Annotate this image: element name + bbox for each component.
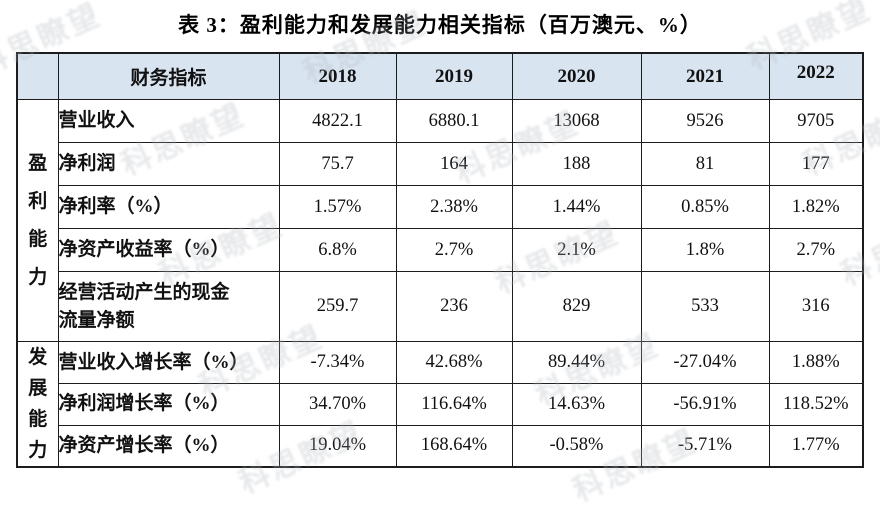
value-cell: 4822.1 bbox=[278, 99, 397, 143]
row-label: 营业收入 bbox=[57, 99, 280, 143]
value-cell: 1.57% bbox=[278, 185, 397, 229]
financial-indicators-table: 财务指标 2018 2019 2020 2021 2022 盈利能力 营业收入 … bbox=[16, 52, 864, 468]
value-cell: 188 bbox=[511, 142, 642, 186]
group-label-profitability: 盈利能力 bbox=[16, 99, 59, 342]
header-year-2022: 2022 bbox=[768, 52, 864, 100]
value-cell: 14.63% bbox=[511, 382, 642, 426]
table-row: 净利润增长率（%） 34.70% 116.64% 14.63% -56.91% … bbox=[17, 382, 864, 426]
row-label: 净资产收益率（%） bbox=[57, 228, 280, 272]
value-cell: 9526 bbox=[640, 99, 770, 143]
table-row: 发展能力 营业收入增长率（%） -7.34% 42.68% 89.44% -27… bbox=[16, 341, 864, 468]
header-empty-cell bbox=[16, 52, 59, 100]
value-cell: 13068 bbox=[511, 99, 642, 143]
row-label: 净利润增长率（%） bbox=[57, 382, 280, 426]
table-row: 净资产收益率（%） 6.8% 2.7% 2.1% 1.8% 2.7% bbox=[17, 228, 864, 272]
row-label: 净利率（%） bbox=[57, 185, 280, 229]
row-label: 净资产增长率（%） bbox=[57, 424, 280, 468]
value-cell: 6880.1 bbox=[395, 99, 513, 143]
value-cell: 164 bbox=[395, 142, 513, 186]
value-cell: 1.44% bbox=[511, 185, 642, 229]
table-title: 表 3：盈利能力和发展能力相关指标（百万澳元、%） bbox=[178, 13, 702, 37]
group-label-profitability-text: 盈利能力 bbox=[28, 152, 48, 288]
group-label-development: 发展能力 bbox=[16, 341, 59, 468]
value-cell: 2.7% bbox=[395, 228, 513, 272]
header-year-2020: 2020 bbox=[511, 52, 642, 100]
value-cell: 2.1% bbox=[511, 228, 642, 272]
value-cell: 6.8% bbox=[278, 228, 397, 272]
value-cell: 259.7 bbox=[278, 271, 397, 342]
header-year-2021: 2021 bbox=[640, 52, 770, 100]
value-cell: 1.8% bbox=[640, 228, 770, 272]
row-label: 经营活动产生的现金 流量净额 bbox=[57, 271, 280, 342]
value-cell: 1.82% bbox=[768, 185, 864, 229]
value-cell: 34.70% bbox=[278, 382, 397, 426]
header-row: 财务指标 2018 2019 2020 2021 2022 bbox=[16, 52, 864, 100]
value-cell: 116.64% bbox=[395, 382, 513, 426]
table-row: 盈利能力 营业收入 4822.1 6880.1 13068 9526 9705 bbox=[16, 99, 864, 342]
value-cell: 118.52% bbox=[768, 382, 864, 426]
value-cell: 1.77% bbox=[768, 424, 864, 468]
group-label-development-text: 发展能力 bbox=[28, 347, 48, 461]
table-row: 净资产增长率（%） 19.04% 168.64% -0.58% -5.71% 1… bbox=[17, 424, 864, 468]
row-label: 净利润 bbox=[57, 142, 280, 186]
header-year-2018: 2018 bbox=[278, 52, 397, 100]
value-cell: 1.88% bbox=[768, 341, 864, 384]
value-cell: 177 bbox=[768, 142, 864, 186]
value-cell: 81 bbox=[640, 142, 770, 186]
value-cell: 236 bbox=[395, 271, 513, 342]
value-cell: 2.7% bbox=[768, 228, 864, 272]
value-cell: 2.38% bbox=[395, 185, 513, 229]
header-year-2022-label: 2022 bbox=[796, 61, 835, 83]
value-cell: 0.85% bbox=[640, 185, 770, 229]
value-cell: -56.91% bbox=[640, 382, 770, 426]
value-cell: -7.34% bbox=[278, 341, 397, 384]
value-cell: 42.68% bbox=[395, 341, 513, 384]
table-row: 净利润 75.7 164 188 81 177 bbox=[17, 142, 864, 186]
value-cell: 829 bbox=[511, 271, 642, 342]
value-cell: -0.58% bbox=[511, 424, 642, 468]
header-indicator: 财务指标 bbox=[57, 52, 280, 100]
row-label: 营业收入增长率（%） bbox=[57, 341, 280, 384]
value-cell: 533 bbox=[640, 271, 770, 342]
table-row: 经营活动产生的现金 流量净额 259.7 236 829 533 316 bbox=[17, 271, 864, 342]
value-cell: 316 bbox=[768, 271, 864, 342]
value-cell: 9705 bbox=[768, 99, 864, 143]
value-cell: 168.64% bbox=[395, 424, 513, 468]
value-cell: 75.7 bbox=[278, 142, 397, 186]
value-cell: 19.04% bbox=[278, 424, 397, 468]
value-cell: -5.71% bbox=[640, 424, 770, 468]
value-cell: 89.44% bbox=[511, 341, 642, 384]
table-row: 净利率（%） 1.57% 2.38% 1.44% 0.85% 1.82% bbox=[17, 185, 864, 229]
header-year-2019: 2019 bbox=[395, 52, 513, 100]
value-cell: -27.04% bbox=[640, 341, 770, 384]
